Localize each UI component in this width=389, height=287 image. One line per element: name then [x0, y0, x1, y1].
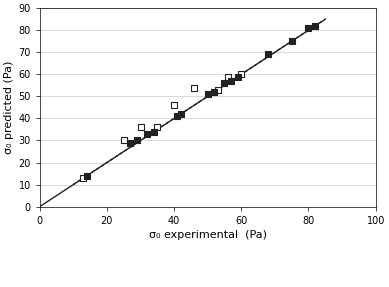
Point: [205, 92, 211, 96]
Point: [137, 125, 144, 129]
Point: [238, 72, 244, 77]
Point: [151, 129, 157, 134]
Point: [211, 90, 217, 94]
Point: [171, 103, 177, 108]
Point: [312, 24, 318, 28]
Point: [154, 125, 160, 129]
Point: [228, 79, 234, 83]
Point: [235, 74, 241, 79]
Point: [121, 138, 127, 143]
Point: [144, 131, 150, 136]
Point: [174, 114, 180, 119]
Point: [80, 176, 86, 180]
Point: [221, 81, 228, 86]
Point: [215, 88, 221, 92]
Point: [134, 138, 140, 143]
Point: [84, 173, 90, 178]
Y-axis label: σ₀ predicted (Pa): σ₀ predicted (Pa): [4, 61, 14, 154]
Point: [289, 39, 295, 44]
Point: [265, 52, 271, 57]
Point: [225, 74, 231, 79]
Point: [127, 140, 133, 145]
Point: [178, 112, 184, 116]
X-axis label: σ₀ experimental  (Pa): σ₀ experimental (Pa): [149, 230, 267, 240]
Point: [191, 85, 197, 90]
Point: [305, 26, 312, 30]
